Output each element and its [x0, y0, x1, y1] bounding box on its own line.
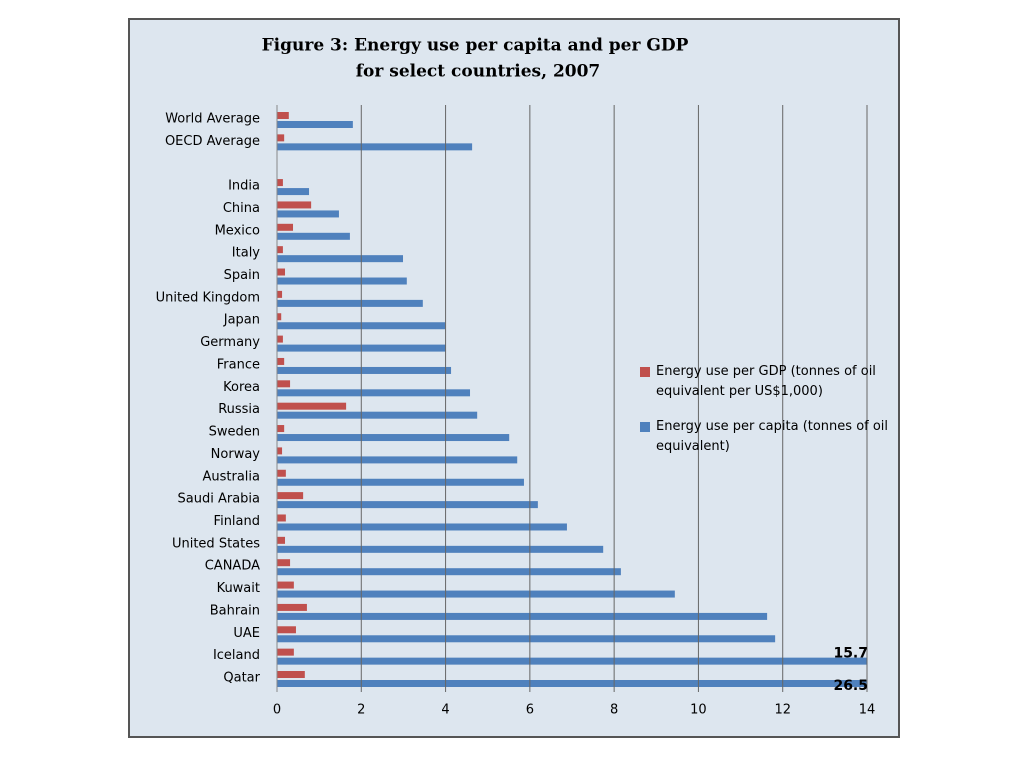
y-tick-label: Germany	[200, 335, 260, 350]
x-tick-label: 6	[526, 703, 534, 718]
bar	[277, 478, 524, 486]
bar	[277, 635, 776, 643]
bar	[277, 447, 283, 455]
y-tick-label: CANADA	[205, 559, 260, 574]
y-tick-label: UAE	[233, 626, 260, 641]
bar	[277, 626, 296, 634]
bar	[277, 657, 867, 665]
bar	[277, 648, 294, 656]
y-tick-label: Bahrain	[210, 603, 260, 618]
y-tick-label: Russia	[218, 402, 260, 417]
bar	[277, 366, 452, 374]
y-tick-label: Iceland	[213, 648, 260, 663]
x-tick-label: 10	[690, 703, 707, 718]
bar	[277, 536, 286, 544]
x-tick-label: 12	[774, 703, 791, 718]
bar	[277, 559, 291, 567]
y-tick-label: Sweden	[209, 425, 260, 440]
bar	[277, 223, 294, 231]
x-tick-label: 8	[610, 703, 618, 718]
bar	[277, 612, 768, 620]
y-tick-label: Japan	[223, 313, 260, 328]
y-tick-label: India	[228, 179, 260, 194]
y-tick-label: OECD Average	[165, 134, 260, 149]
x-tick-label: 4	[441, 703, 449, 718]
bar	[277, 143, 473, 151]
bar	[277, 523, 567, 531]
bar	[277, 232, 350, 240]
bar	[277, 568, 621, 576]
legend-label: Energy use per capita (tonnes of oil equ…	[656, 419, 889, 454]
chart-title: for select countries, 2007	[356, 62, 601, 82]
x-tick-label: 14	[859, 703, 876, 718]
bar	[277, 680, 867, 687]
legend-label: Energy use per GDP (tonnes of oil equiva…	[656, 364, 876, 399]
y-tick-label: Australia	[202, 469, 260, 484]
y-tick-label: United Kingdom	[156, 290, 260, 305]
bar	[277, 179, 283, 187]
bar	[277, 299, 423, 307]
bar	[277, 134, 285, 142]
bar	[277, 380, 291, 388]
bar	[277, 411, 478, 419]
x-tick-label: 0	[273, 703, 281, 718]
y-tick-label: Kuwait	[217, 581, 260, 596]
bar	[277, 492, 304, 500]
bar	[277, 671, 305, 678]
bar	[277, 581, 294, 589]
bar	[277, 501, 538, 509]
y-tick-label: Mexico	[215, 223, 260, 238]
bar	[277, 590, 675, 598]
bar	[277, 313, 282, 321]
bar	[277, 268, 286, 276]
bar	[277, 357, 285, 365]
data-label: 15.7	[833, 646, 868, 662]
y-tick-label: World Average	[165, 112, 260, 127]
bar	[277, 112, 289, 119]
y-tick-label: Saudi Arabia	[178, 492, 261, 507]
y-tick-label: China	[223, 201, 260, 216]
y-tick-label: Korea	[223, 380, 260, 395]
bar	[277, 469, 286, 477]
bar	[277, 121, 353, 128]
bar	[277, 456, 518, 464]
bar	[277, 603, 307, 611]
legend-swatch	[640, 367, 650, 377]
bar	[277, 425, 285, 433]
bar	[277, 434, 510, 442]
y-tick-label: Spain	[224, 268, 260, 283]
x-tick-label: 2	[357, 703, 365, 718]
bar	[277, 389, 471, 397]
chart-title: Figure 3: Energy use per capita and per …	[262, 36, 689, 56]
bar	[277, 188, 310, 196]
y-tick-label: United States	[172, 536, 260, 551]
y-tick-label: Italy	[232, 246, 261, 261]
legend-swatch	[640, 422, 650, 432]
legend-entry: Energy use per capita (tonnes of oil equ…	[640, 417, 901, 457]
bar	[277, 290, 283, 298]
y-tick-label: Finland	[214, 514, 260, 529]
bar	[277, 210, 339, 218]
y-tick-label: Qatar	[223, 671, 260, 686]
bar	[277, 277, 407, 285]
bar	[277, 545, 604, 553]
y-tick-label: France	[217, 357, 260, 372]
bar	[277, 402, 347, 410]
bar	[277, 514, 286, 522]
data-label: 26.5	[833, 678, 868, 694]
bar	[277, 201, 312, 209]
y-tick-label: Norway	[211, 447, 261, 462]
legend-entry: Energy use per GDP (tonnes of oil equiva…	[640, 362, 901, 402]
bar	[277, 335, 283, 343]
bar	[277, 246, 283, 254]
bar	[277, 255, 404, 263]
